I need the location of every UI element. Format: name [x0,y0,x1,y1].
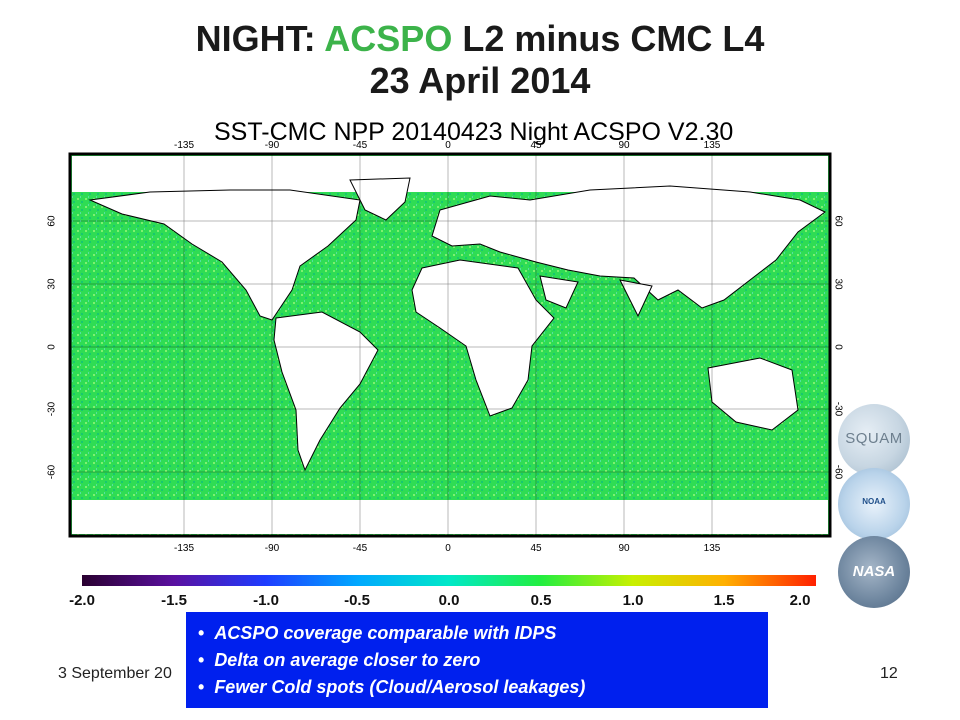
colorbar-label: -0.5 [344,592,370,609]
colorbar-label: 2.0 [789,592,811,609]
greenland [349,177,411,221]
lon-tick-label: 0 [445,543,451,554]
lat-tick-label: 0 [832,344,844,350]
logo-column: SQUAM NOAA NASA [826,396,922,612]
lon-tick-label: 135 [703,140,721,151]
india [619,279,653,318]
title-line-2: 23 April 2014 [369,60,591,101]
notes-box: ACSPO coverage comparable with IDPS Delt… [186,612,768,708]
lat-tick-label: -60 [46,464,58,480]
longitude-ticks-bottom: -135 -90 -45 0 45 90 135 [0,543,960,557]
lat-tick-label: 60 [832,215,844,227]
longitude-ticks-top: -135 -90 -45 0 45 90 135 [0,140,960,154]
africa [411,259,555,417]
lat-tick-label: 0 [46,344,58,350]
arctic-no-data [72,156,828,192]
lon-tick-label: -135 [173,140,195,151]
lon-tick-label: -90 [264,543,280,554]
colorbar-label: 0.5 [530,592,552,609]
page-number: 12 [880,665,898,682]
lon-tick-label: 135 [703,543,721,554]
lon-tick-label: 0 [445,140,451,151]
title-suffix: L2 minus CMC L4 [452,18,765,59]
noaa-logo-text: NOAA [862,497,886,506]
colorbar-label: 1.0 [622,592,644,609]
lon-tick-label: -135 [173,543,195,554]
lon-tick-label: -45 [352,140,368,151]
noaa-logo-icon: NOAA [838,468,910,540]
map-grid [70,154,830,536]
colorbar-label: 1.5 [713,592,735,609]
squam-logo-text: SQUAM [845,430,903,447]
title-prefix: NIGHT: [195,18,325,59]
colorbar-label: 0.0 [438,592,460,609]
map-subtitle: SST-CMC NPP 20140423 Night ACSPO V2.30 [214,118,734,146]
lon-tick-label: -45 [352,543,368,554]
lat-tick-label: 30 [832,278,844,290]
colorbar [82,575,816,586]
colorbar-label: -1.0 [253,592,279,609]
australia [707,357,799,431]
colorbar-labels: -2.0 -1.5 -1.0 -0.5 0.0 0.5 1.0 1.5 2.0 [0,592,960,612]
lon-tick-label: 90 [618,543,630,554]
lat-tick-label: 30 [46,278,58,290]
title-line-1: NIGHT: ACSPO L2 minus CMC L4 [0,18,960,60]
notes-list: ACSPO coverage comparable with IDPS Delt… [198,620,758,701]
footer-date: 3 September 20 [58,665,172,682]
note-item: Delta on average closer to zero [198,647,758,674]
note-item: ACSPO coverage comparable with IDPS [198,620,758,647]
continents [88,177,826,472]
lon-tick-label: 45 [530,543,542,554]
colorbar-label: -2.0 [69,592,95,609]
north-america [88,189,361,321]
nasa-logo-icon: NASA [838,536,910,608]
lat-tick-label: 60 [46,215,58,227]
sst-difference-map [68,152,832,538]
lon-tick-label: 45 [530,140,542,151]
squam-logo-icon: SQUAM [838,404,910,476]
eurasia [431,185,826,309]
title-accent: ACSPO [324,18,453,59]
lon-tick-label: -90 [264,140,280,151]
lat-tick-label: -30 [46,401,58,417]
colorbar-label: -1.5 [161,592,187,609]
slide-title: NIGHT: ACSPO L2 minus CMC L4 23 April 20… [0,18,960,102]
note-item: Fewer Cold spots (Cloud/Aerosol leakages… [198,674,758,701]
antarctic-no-data [72,500,828,534]
lon-tick-label: 90 [618,140,630,151]
nasa-logo-text: NASA [852,563,896,580]
